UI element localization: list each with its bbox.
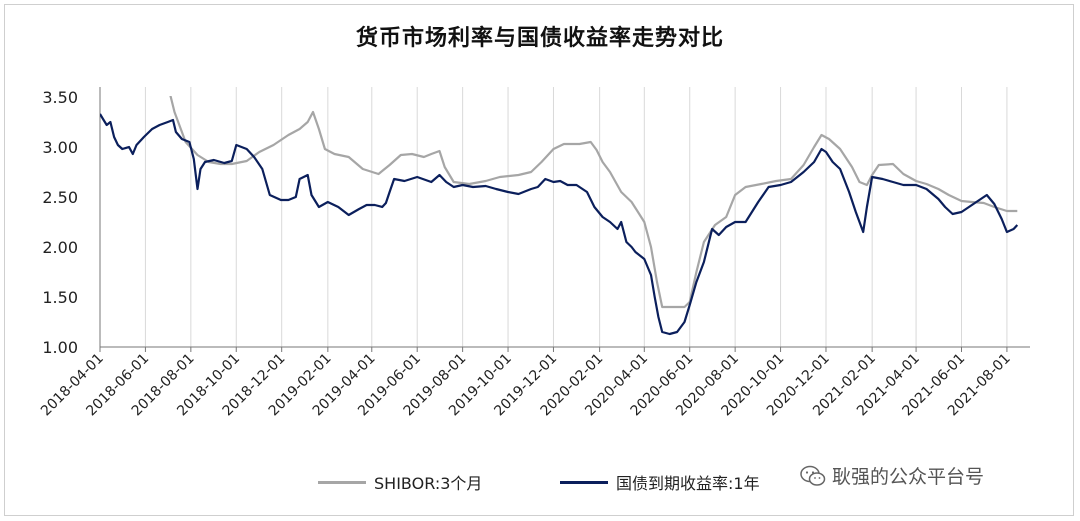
series-line-shibor (169, 96, 1018, 309)
watermark-text: 耿强的公众平台号 (832, 466, 985, 488)
legend-item-shibor: SHIBOR:3个月 (318, 470, 482, 494)
series-line-treasury (100, 113, 1019, 336)
wechat-icon (800, 465, 826, 486)
legend-swatch-treasury (560, 480, 608, 484)
y-tick-label: 1.50 (42, 288, 78, 307)
y-tick-label: 2.00 (42, 238, 78, 257)
legend-label-shibor: SHIBOR:3个月 (374, 474, 483, 493)
watermark: 耿强的公众平台号 (800, 462, 984, 489)
y-tick-label: 3.00 (42, 138, 78, 157)
legend-label-treasury: 国债到期收益率:1年 (616, 474, 760, 493)
chart-frame (4, 4, 1074, 516)
chart-title: 货币市场利率与国债收益率走势对比 (355, 26, 724, 51)
y-tick-label: 1.00 (42, 338, 78, 357)
legend-item-treasury: 国债到期收益率:1年 (560, 470, 760, 494)
y-tick-label: 2.50 (42, 188, 78, 207)
y-tick-label: 3.50 (42, 88, 78, 107)
legend-swatch-shibor (318, 480, 366, 484)
